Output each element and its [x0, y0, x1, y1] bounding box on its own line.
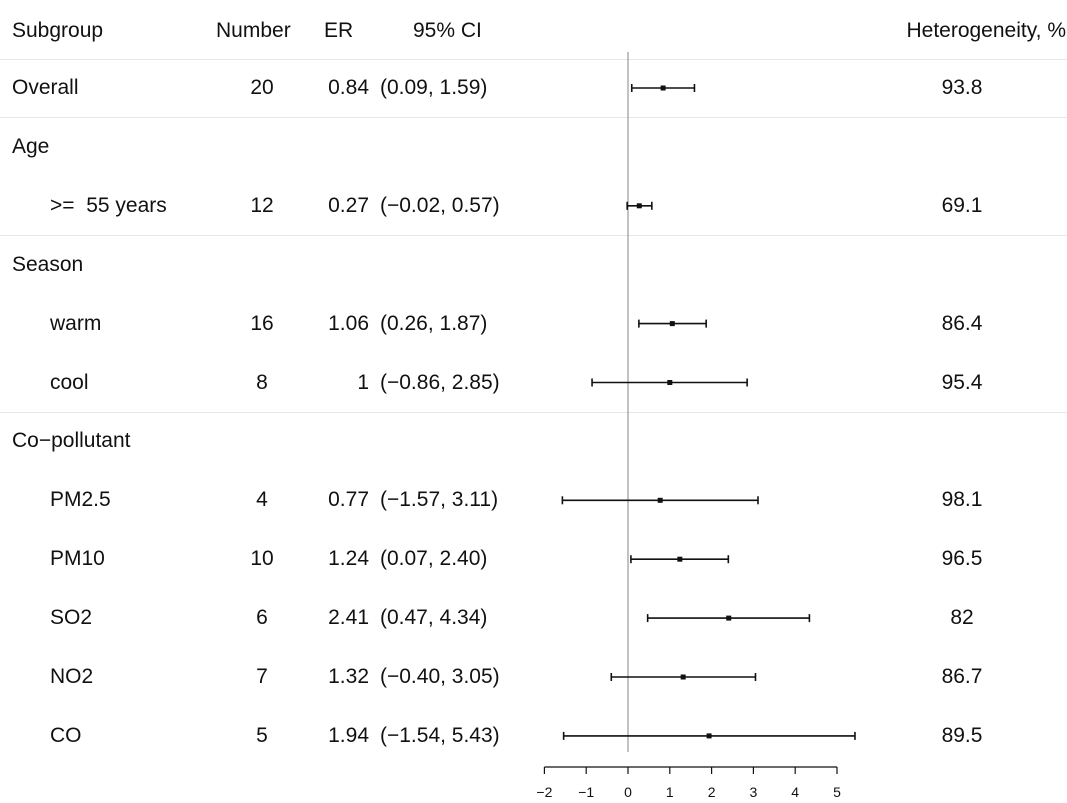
ci-cell: (−1.54, 5.43) [380, 723, 500, 747]
point-estimate [726, 615, 732, 621]
x-tick-label: 4 [791, 784, 799, 800]
heterogeneity-cell: 82 [950, 606, 974, 630]
er-cell: 0.27 [328, 193, 369, 217]
subgroup-label: CO [50, 723, 82, 747]
subgroup-label: cool [50, 370, 89, 394]
header-ci: 95% CI [413, 19, 482, 42]
x-tick-label: 3 [750, 784, 758, 800]
point-estimate [660, 85, 666, 91]
header-er: ER [324, 19, 354, 42]
point-estimate [669, 321, 675, 327]
number-cell: 20 [250, 76, 274, 99]
subgroup-label: >= 55 years [50, 193, 167, 217]
x-tick-label: 0 [624, 784, 632, 800]
number-cell: 10 [250, 547, 274, 571]
header-number: Number [216, 19, 291, 42]
ci-cell: (0.47, 4.34) [380, 606, 488, 630]
heterogeneity-cell: 96.5 [941, 547, 983, 571]
x-tick-label: 2 [708, 784, 716, 800]
number-cell: 16 [250, 311, 274, 335]
number-cell: 12 [250, 193, 274, 217]
ci-cell: (0.26, 1.87) [380, 311, 488, 335]
number-cell: 7 [256, 665, 268, 688]
ci-cell: (−0.86, 2.85) [380, 370, 500, 394]
header-separator [0, 59, 1067, 60]
x-tick-label: 5 [833, 784, 841, 800]
heterogeneity-cell: 69.1 [941, 193, 983, 217]
er-cell: 0.77 [328, 488, 369, 512]
ci-cell: (−1.57, 3.11) [380, 488, 499, 512]
er-cell: 2.41 [328, 606, 369, 630]
header-subgroup: Subgroup [12, 19, 104, 42]
group-label: Age [12, 134, 50, 158]
subgroup-label: PM10 [50, 547, 105, 571]
point-estimate [680, 674, 686, 680]
er-cell: 1.94 [328, 723, 369, 747]
x-tick-label: −2 [536, 784, 552, 800]
subgroup-label: NO2 [50, 665, 94, 688]
ci-cell: (−0.02, 0.57) [380, 193, 500, 217]
ci-cell: (0.07, 2.40) [380, 547, 488, 571]
point-estimate [667, 380, 673, 385]
number-cell: 4 [256, 488, 268, 512]
heterogeneity-cell: 98.1 [941, 488, 983, 512]
subgroup-label: PM2.5 [50, 488, 111, 512]
x-tick-label: 1 [666, 784, 674, 800]
group-label: Season [12, 252, 84, 276]
heterogeneity-cell: 95.4 [941, 370, 983, 394]
row-separator [0, 235, 1067, 236]
heterogeneity-cell: 93.8 [941, 76, 983, 99]
point-estimate [657, 497, 663, 503]
er-cell: 1.24 [328, 547, 369, 571]
row-separator [0, 117, 1067, 118]
heterogeneity-cell: 89.5 [941, 723, 983, 747]
heterogeneity-cell: 86.7 [941, 665, 983, 688]
x-tick-label: −1 [578, 784, 594, 800]
er-cell: 1 [357, 370, 369, 394]
point-estimate [636, 203, 642, 209]
subgroup-label: SO2 [50, 606, 93, 630]
row-separator [0, 412, 1067, 413]
er-cell: 0.84 [328, 76, 369, 99]
group-label: Co−pollutant [12, 429, 131, 453]
number-cell: 6 [256, 606, 268, 630]
number-cell: 8 [256, 370, 268, 394]
subgroup-label: Overall [12, 76, 79, 99]
number-cell: 5 [256, 723, 268, 747]
ci-cell: (−0.40, 3.05) [380, 665, 500, 688]
subgroup-label: warm [50, 311, 102, 335]
heterogeneity-cell: 86.4 [941, 311, 983, 335]
point-estimate [677, 556, 683, 562]
header-heterogeneity: Heterogeneity, % [906, 19, 1066, 42]
ci-cell: (0.09, 1.59) [380, 76, 488, 99]
er-cell: 1.32 [328, 665, 369, 688]
point-estimate [706, 733, 712, 739]
er-cell: 1.06 [328, 311, 369, 335]
